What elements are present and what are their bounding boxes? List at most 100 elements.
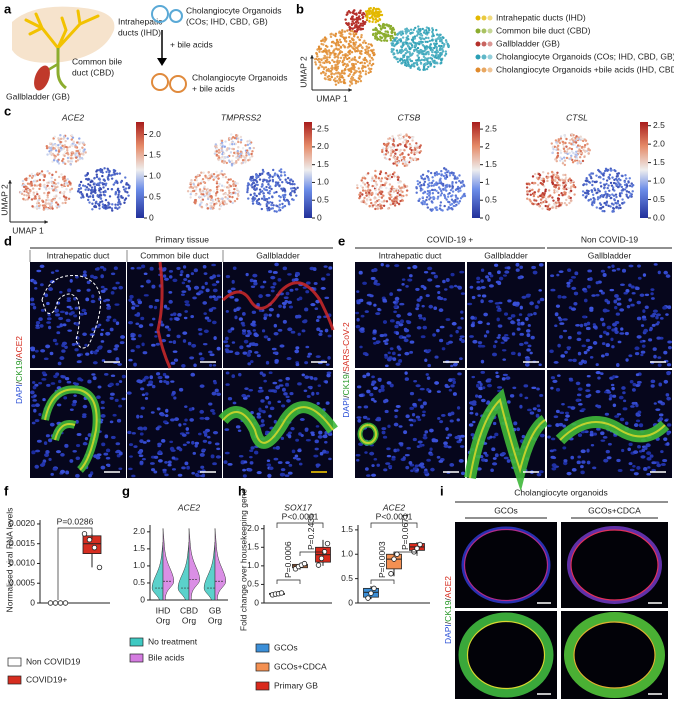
nucleus bbox=[46, 301, 50, 306]
umap-cell bbox=[437, 44, 441, 48]
umap-cell bbox=[78, 184, 81, 188]
umap-cell bbox=[427, 65, 430, 69]
umap-cell bbox=[249, 156, 252, 159]
umap-cell bbox=[393, 171, 396, 174]
umap-cell bbox=[382, 194, 385, 197]
nucleus bbox=[157, 442, 162, 446]
umap-cell bbox=[335, 38, 339, 42]
umap-cell bbox=[107, 178, 110, 181]
umap-cell bbox=[353, 30, 357, 33]
umap-cell bbox=[193, 185, 196, 188]
nucleus bbox=[289, 288, 294, 292]
nucleus bbox=[151, 384, 156, 389]
nucleus bbox=[59, 310, 65, 314]
nucleus bbox=[115, 382, 120, 386]
umap-cell bbox=[57, 175, 61, 179]
umap-cell bbox=[533, 172, 537, 176]
nucleus bbox=[181, 466, 186, 470]
nucleus bbox=[469, 285, 474, 289]
umap-cell bbox=[555, 142, 559, 145]
umap-cell bbox=[361, 66, 364, 70]
umap-cell bbox=[439, 194, 442, 197]
nucleus bbox=[86, 280, 91, 285]
umap-cell bbox=[59, 134, 62, 137]
umap-cell bbox=[397, 181, 400, 184]
umap-cell bbox=[429, 60, 432, 64]
umap-cell bbox=[221, 159, 224, 163]
umap-cell bbox=[351, 58, 355, 61]
umap-cell bbox=[293, 189, 296, 193]
nucleus bbox=[472, 339, 478, 344]
gene-title: ACE2 bbox=[61, 112, 84, 122]
nucleus bbox=[97, 345, 103, 350]
nucleus bbox=[291, 449, 296, 454]
umap-cell bbox=[348, 52, 352, 56]
umap-cell bbox=[550, 142, 553, 145]
umap-cell bbox=[561, 193, 564, 197]
umap-cell bbox=[242, 155, 245, 158]
nucleus bbox=[409, 350, 414, 354]
umap-cell bbox=[346, 63, 349, 66]
nucleus bbox=[656, 336, 661, 340]
nucleus bbox=[559, 334, 563, 339]
umap-cell bbox=[454, 188, 458, 192]
nucleus bbox=[538, 263, 544, 267]
umap-cell bbox=[448, 191, 451, 195]
umap-cell bbox=[338, 38, 342, 41]
umap-cell bbox=[380, 13, 384, 17]
umap-cell bbox=[421, 196, 425, 199]
umap-cell bbox=[236, 182, 239, 185]
umap-cell bbox=[358, 15, 361, 18]
umap-cell bbox=[26, 182, 30, 185]
nucleus bbox=[294, 278, 299, 282]
nucleus bbox=[311, 391, 315, 396]
nucleus bbox=[256, 354, 261, 358]
umap-cell bbox=[411, 39, 415, 42]
umap-cell bbox=[338, 51, 341, 55]
nucleus bbox=[102, 267, 107, 272]
umap-cell bbox=[423, 58, 426, 62]
umap-cell bbox=[280, 171, 283, 174]
nucleus bbox=[319, 451, 324, 456]
umap-cell bbox=[70, 134, 74, 137]
nucleus bbox=[439, 325, 445, 329]
umap-cell bbox=[124, 190, 127, 193]
umap-cell bbox=[316, 55, 319, 58]
nucleus bbox=[253, 450, 259, 455]
umap-cell bbox=[289, 194, 293, 197]
umap-cell bbox=[433, 172, 437, 175]
nucleus bbox=[224, 336, 229, 341]
umap-cell bbox=[407, 135, 411, 139]
umap-cell bbox=[225, 202, 228, 206]
umap-cell bbox=[548, 195, 551, 198]
umap-cell bbox=[36, 173, 40, 177]
nucleus bbox=[180, 293, 185, 296]
nucleus bbox=[667, 340, 673, 344]
umap-cell bbox=[98, 207, 101, 210]
umap-cell bbox=[318, 58, 321, 61]
umap-cell bbox=[221, 175, 225, 179]
nucleus bbox=[164, 473, 169, 477]
nucleus bbox=[155, 342, 160, 346]
umap-cell bbox=[380, 36, 383, 40]
umap-cell bbox=[552, 173, 555, 177]
umap-cell bbox=[211, 207, 214, 210]
nucleus bbox=[34, 419, 40, 423]
nucleus bbox=[324, 380, 328, 384]
nucleus bbox=[453, 284, 458, 288]
nucleus bbox=[235, 425, 241, 429]
nucleus bbox=[570, 307, 577, 311]
umap-cell bbox=[344, 54, 347, 57]
nucleus bbox=[76, 353, 81, 357]
umap-cell bbox=[372, 8, 375, 12]
nucleus bbox=[128, 321, 134, 325]
umap-cell bbox=[189, 196, 192, 199]
umap-cell bbox=[371, 177, 374, 180]
umap-cell bbox=[217, 200, 221, 203]
nucleus bbox=[131, 306, 136, 310]
nucleus bbox=[606, 325, 612, 330]
umap-cell bbox=[386, 177, 389, 181]
umap-cell bbox=[209, 201, 212, 205]
nucleus bbox=[364, 310, 369, 314]
umap-cell bbox=[99, 191, 102, 194]
